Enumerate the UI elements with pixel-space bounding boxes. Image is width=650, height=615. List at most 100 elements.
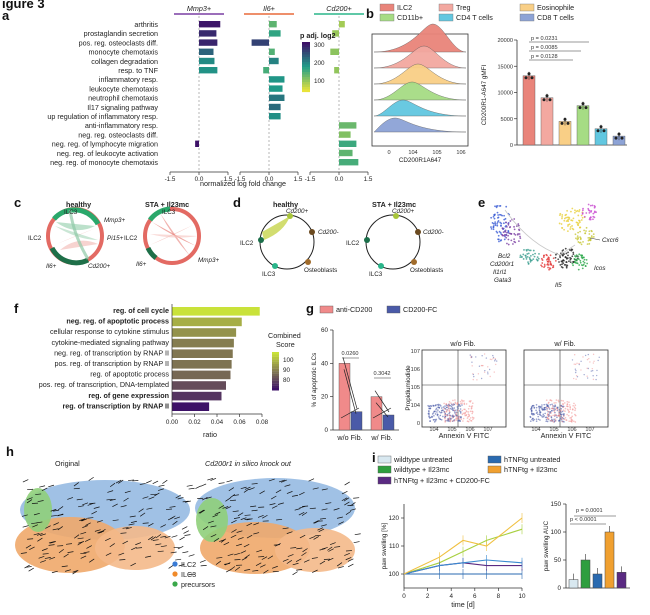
panel-f-colorbar-step bbox=[272, 352, 279, 355]
panel-g-flow-point bbox=[481, 378, 482, 379]
panel-h-velocity-arrow bbox=[201, 484, 206, 486]
panel-g-flow-xtick: 106 bbox=[465, 427, 474, 433]
panel-g-flow-point bbox=[460, 408, 462, 410]
panel-b-point bbox=[543, 98, 546, 101]
panel-g-flow-point bbox=[559, 420, 561, 422]
panel-e-cell-point bbox=[576, 221, 578, 223]
panel-i-auc-ytick-label: 0 bbox=[557, 585, 561, 592]
panel-e-cell-point bbox=[494, 221, 496, 223]
panel-h-velocity-arrow bbox=[146, 481, 151, 483]
panel-e-cell-point bbox=[581, 219, 583, 221]
panel-g-flow-point bbox=[586, 368, 587, 369]
panel-a-bar bbox=[339, 141, 356, 147]
panel-b-bar bbox=[577, 106, 589, 145]
panel-e-cell-point bbox=[570, 261, 572, 263]
panel-g-flow-xlabel: Annexin V FITC bbox=[541, 431, 592, 440]
panel-g-pvalue: 0.3042 bbox=[373, 371, 390, 377]
panel-f-bar bbox=[172, 381, 226, 390]
panel-e-cell-point bbox=[500, 214, 502, 216]
panel-e-cell-point bbox=[579, 231, 581, 233]
panel-f-category-label: reg. of transcription by RNAP II bbox=[63, 401, 170, 410]
panel-e-cell-point bbox=[547, 267, 549, 269]
panel-g-flow-point bbox=[546, 399, 548, 401]
panel-g-flow-point bbox=[547, 421, 549, 423]
panel-h-velocity-arrow bbox=[184, 531, 189, 534]
panel-f-category-label: reg. of gene expression bbox=[88, 391, 169, 400]
panel-i-legend-label: hTNFtg + Il23mc bbox=[504, 465, 558, 474]
panel-g-flow-ytick: 105 bbox=[411, 385, 420, 391]
panel-g-flow-ytick: 106 bbox=[411, 367, 420, 373]
panel-e-gene-gata3: Gata3 bbox=[494, 277, 512, 284]
panel-e-cell-point bbox=[501, 234, 503, 236]
panel-b-point bbox=[615, 137, 618, 140]
panel-g-flow-point bbox=[443, 403, 445, 405]
panel-g-flow-point bbox=[471, 410, 473, 412]
panel-g-flow-point bbox=[456, 417, 458, 419]
panel-g-flow-point bbox=[460, 417, 462, 419]
panel-g-flow-point bbox=[484, 370, 485, 371]
panel-b-histogram-xlabel: CD200R1A647 bbox=[399, 157, 442, 164]
panel-g-ytick-label: 0 bbox=[324, 427, 328, 434]
panel-g-flow-xtick: 104 bbox=[429, 427, 438, 433]
panel-e-cell-point bbox=[510, 233, 512, 235]
panel-h-velocity-arrow bbox=[169, 565, 174, 568]
panel-a-bar bbox=[339, 131, 351, 137]
panel-a-colorbar-step bbox=[302, 52, 310, 55]
panel-g-flow-point bbox=[560, 410, 562, 412]
panel-a-colorbar-step bbox=[302, 75, 310, 78]
panel-f-colorbar-step bbox=[272, 362, 279, 365]
panel-g-flow-point bbox=[556, 415, 558, 417]
panel-g-flow-point bbox=[551, 420, 553, 422]
panel-i-legend-swatch bbox=[378, 477, 391, 484]
panel-a-colorbar-step bbox=[302, 82, 310, 85]
panel-a-pathway-label: neg. reg. of lymphocyte migration bbox=[52, 140, 158, 149]
panel-e-cell-point bbox=[582, 267, 584, 269]
panel-g-flow-point bbox=[440, 405, 442, 407]
panel-g-flow-point bbox=[438, 416, 440, 418]
panel-g-flow-point bbox=[550, 404, 552, 406]
panel-i-auc-pvalue: p = 0.0001 bbox=[576, 508, 603, 514]
panel-letter-h: h bbox=[6, 444, 14, 459]
panel-g-flow-point bbox=[566, 414, 568, 416]
panel-c-label-ilc3-healthy: ILC3 bbox=[64, 209, 78, 216]
panel-e-cell-point bbox=[498, 238, 500, 240]
panel-e-cell-point bbox=[559, 214, 561, 216]
panel-c-label-mmp3-healthy: Mmp3+ bbox=[104, 217, 125, 224]
panel-g-flow-point bbox=[541, 404, 543, 406]
panel-e-cell-point bbox=[513, 218, 515, 220]
panel-g-flow-point bbox=[539, 409, 541, 411]
panel-e-cell-point bbox=[517, 233, 519, 235]
panel-e-cell-point bbox=[589, 217, 591, 219]
panel-a-column-title: Cd200+ bbox=[326, 4, 351, 13]
panel-e-gene-cd200r1: Cd200r1 bbox=[490, 261, 514, 268]
panel-g-flow-point bbox=[448, 409, 450, 411]
panel-f-bar bbox=[172, 360, 232, 369]
panel-g-flow-point bbox=[486, 357, 487, 358]
panel-b-point bbox=[525, 76, 528, 79]
panel-g-flow-point bbox=[458, 420, 460, 422]
panel-e-cell-point bbox=[547, 258, 549, 260]
panel-e-cell-point bbox=[584, 232, 586, 234]
panel-g-flow-point bbox=[574, 410, 576, 412]
panel-g-flow-point bbox=[490, 359, 491, 360]
panel-d-label-ilc2-sta: ILC2 bbox=[346, 240, 360, 247]
panel-g-flow-point bbox=[460, 403, 462, 405]
panel-e-cell-point bbox=[497, 217, 499, 219]
panel-e-cell-point bbox=[525, 249, 527, 251]
panel-g-flow-frame bbox=[524, 350, 608, 427]
panel-a-colorbar-step bbox=[302, 50, 310, 53]
panel-g-flow-point bbox=[492, 355, 493, 356]
panel-letter-b: b bbox=[366, 6, 374, 21]
panel-h-velocity-arrow bbox=[195, 486, 200, 489]
panel-e-cell-point bbox=[587, 243, 589, 245]
panel-g-flow-point bbox=[574, 354, 575, 355]
panel-a-bar bbox=[199, 30, 216, 36]
panel-g-flow-xtick: 107 bbox=[483, 427, 492, 433]
panel-g-flow-point bbox=[545, 409, 547, 411]
panel-i-xtick-label: 4 bbox=[449, 593, 453, 600]
panel-g-flow-point bbox=[453, 415, 455, 417]
